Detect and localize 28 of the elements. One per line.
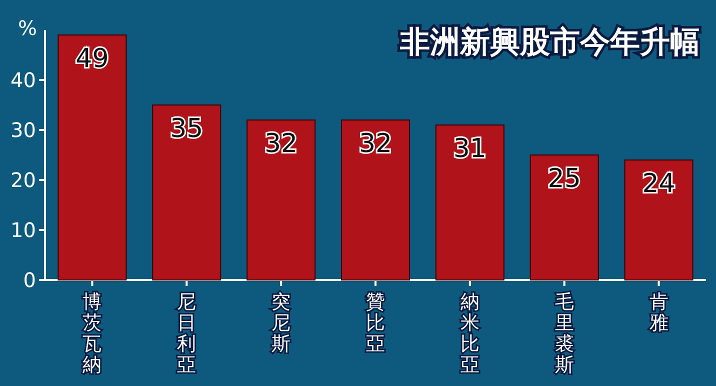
x-tick-label: 博茨瓦納	[82, 291, 102, 376]
y-tick-label: 40	[10, 68, 36, 92]
data-label: 32	[264, 129, 298, 159]
x-tick-label: 毛里裘斯	[554, 291, 574, 376]
x-tick-label: 突尼斯	[272, 291, 291, 355]
data-label: 24	[642, 169, 676, 199]
y-axis-title: %	[18, 16, 37, 40]
x-tick-label: 肯雅	[649, 291, 668, 334]
y-tick-label: 30	[10, 118, 36, 142]
data-label: 49	[76, 44, 109, 74]
bar	[246, 120, 316, 280]
data-label: 25	[548, 164, 581, 194]
x-tick-label: 納米比亞	[460, 291, 480, 376]
bar	[341, 120, 410, 280]
y-tick-label: 0	[23, 268, 36, 292]
bar	[624, 160, 694, 280]
bar	[530, 154, 599, 280]
data-label: 31	[453, 134, 486, 164]
y-tick-label: 20	[10, 168, 36, 192]
bar	[58, 34, 127, 280]
x-tick-label: 贊比亞	[366, 291, 385, 355]
chart-title: 非洲新興股市今年升幅	[399, 25, 700, 60]
y-tick-label: 10	[10, 218, 36, 242]
bar	[152, 104, 222, 280]
bar	[435, 124, 504, 280]
x-tick-label: 尼日利亞	[177, 291, 196, 376]
data-label: 35	[170, 114, 204, 144]
data-label: 32	[358, 129, 392, 159]
